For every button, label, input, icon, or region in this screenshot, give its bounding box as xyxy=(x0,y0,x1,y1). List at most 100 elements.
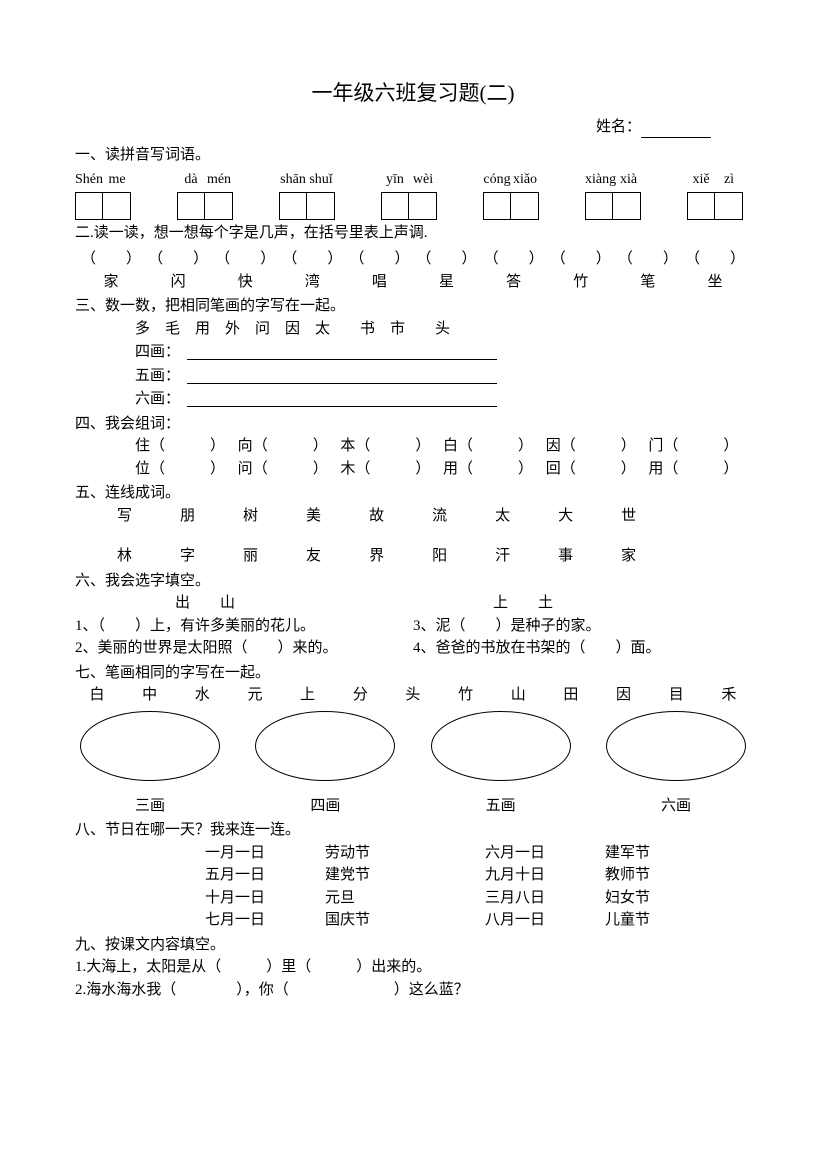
q8-item[interactable]: 儿童节 xyxy=(605,909,685,932)
q4-paren[interactable]: （ ） xyxy=(253,435,328,458)
tianzige-box[interactable] xyxy=(279,192,307,220)
q4-paren[interactable]: （ ） xyxy=(150,435,225,458)
pinyin-group: cóngxiǎo xyxy=(483,169,539,220)
q5-char[interactable]: 家 xyxy=(621,545,636,568)
name-blank[interactable] xyxy=(641,137,711,138)
q8-item[interactable]: 建党节 xyxy=(325,864,485,887)
q4-char: 回 xyxy=(546,458,561,481)
pinyin-group: Shénme xyxy=(75,169,131,220)
stroke-blank[interactable] xyxy=(187,391,497,407)
tianzige-box[interactable] xyxy=(483,192,511,220)
q5-heading: 五、连线成词。 xyxy=(75,482,751,505)
q4-paren[interactable]: （ ） xyxy=(561,435,636,458)
tone-paren[interactable]: （ ） xyxy=(417,248,477,271)
pinyin-label: dà xyxy=(177,169,205,192)
q7-char: 山 xyxy=(496,684,540,707)
q5-char[interactable]: 太 xyxy=(495,505,510,528)
tone-paren[interactable]: （ ） xyxy=(349,248,409,271)
stroke-ellipse[interactable] xyxy=(431,711,571,781)
q9-l1: 1.大海上，太阳是从（ ）里（ ）出来的。 xyxy=(75,956,751,979)
q9-heading: 九、按课文内容填空。 xyxy=(75,934,751,957)
q5-char[interactable]: 林 xyxy=(117,545,132,568)
q8-item[interactable]: 一月一日 xyxy=(205,842,325,865)
q7-char: 上 xyxy=(286,684,330,707)
tianzige-box[interactable] xyxy=(511,192,539,220)
q4-char: 本 xyxy=(340,435,355,458)
q8-item[interactable]: 五月一日 xyxy=(205,864,325,887)
q5-char[interactable]: 美 xyxy=(306,505,321,528)
q5-char[interactable]: 大 xyxy=(558,505,573,528)
tianzige-box[interactable] xyxy=(585,192,613,220)
q5-char[interactable]: 丽 xyxy=(243,545,258,568)
q8-item[interactable]: 国庆节 xyxy=(325,909,485,932)
stroke-ellipse[interactable] xyxy=(255,711,395,781)
q4-paren[interactable]: （ ） xyxy=(355,458,430,481)
q5-char[interactable]: 世 xyxy=(621,505,636,528)
q4-paren[interactable]: （ ） xyxy=(355,435,430,458)
q5-char[interactable]: 事 xyxy=(558,545,573,568)
stroke-blank[interactable] xyxy=(187,344,497,360)
stroke-ellipse[interactable] xyxy=(80,711,220,781)
q5-char[interactable]: 友 xyxy=(306,545,321,568)
q8-item[interactable]: 三月八日 xyxy=(485,887,605,910)
stroke-blank[interactable] xyxy=(187,368,497,384)
tianzige-box[interactable] xyxy=(687,192,715,220)
q4-char: 白 xyxy=(443,435,458,458)
q8-item[interactable]: 劳动节 xyxy=(325,842,485,865)
q4-paren[interactable]: （ ） xyxy=(253,458,328,481)
q5-char[interactable]: 朋 xyxy=(180,505,195,528)
tianzige-box[interactable] xyxy=(177,192,205,220)
q5-char[interactable]: 界 xyxy=(369,545,384,568)
tone-paren[interactable]: （ ） xyxy=(81,248,141,271)
stroke-ellipse[interactable] xyxy=(606,711,746,781)
q5-char[interactable]: 字 xyxy=(180,545,195,568)
q4-paren[interactable]: （ ） xyxy=(458,458,533,481)
q4-paren[interactable]: （ ） xyxy=(458,435,533,458)
q7-char: 分 xyxy=(338,684,382,707)
tianzige-box[interactable] xyxy=(409,192,437,220)
pinyin-label: Shén xyxy=(75,169,103,192)
q9: 九、按课文内容填空。 1.大海上，太阳是从（ ）里（ ）出来的。 2.海水海水我… xyxy=(75,934,751,1002)
q8-item[interactable]: 妇女节 xyxy=(605,887,685,910)
q8-item[interactable]: 教师节 xyxy=(605,864,685,887)
q7-char: 因 xyxy=(602,684,646,707)
q5-char[interactable]: 写 xyxy=(117,505,132,528)
q4-paren[interactable]: （ ） xyxy=(663,435,738,458)
tianzige-box[interactable] xyxy=(307,192,335,220)
q4-item: 问（ ） xyxy=(238,458,341,481)
q5-char[interactable]: 故 xyxy=(369,505,384,528)
q2-char: 家 xyxy=(81,271,141,294)
tianzige-box[interactable] xyxy=(613,192,641,220)
tianzige-box[interactable] xyxy=(205,192,233,220)
q8-item[interactable]: 元旦 xyxy=(325,887,485,910)
q5-char[interactable]: 树 xyxy=(243,505,258,528)
ellipse-label: 三画 xyxy=(75,795,225,818)
q5-char[interactable]: 阳 xyxy=(432,545,447,568)
q7-char: 田 xyxy=(549,684,593,707)
q8-item[interactable]: 六月一日 xyxy=(485,842,605,865)
q8-item[interactable]: 十月一日 xyxy=(205,887,325,910)
tone-paren[interactable]: （ ） xyxy=(215,248,275,271)
tone-paren[interactable]: （ ） xyxy=(618,248,678,271)
q6-l1: 1、（ ）上，有许多美丽的花儿。 xyxy=(75,615,413,638)
q4-paren[interactable]: （ ） xyxy=(663,458,738,481)
q2-char: 湾 xyxy=(282,271,342,294)
tianzige-box[interactable] xyxy=(75,192,103,220)
tianzige-box[interactable] xyxy=(103,192,131,220)
q5-char[interactable]: 汗 xyxy=(495,545,510,568)
tone-paren[interactable]: （ ） xyxy=(685,248,745,271)
q8-item[interactable]: 九月十日 xyxy=(485,864,605,887)
tianzige-box[interactable] xyxy=(381,192,409,220)
q4-paren[interactable]: （ ） xyxy=(561,458,636,481)
tone-paren[interactable]: （ ） xyxy=(551,248,611,271)
q4-paren[interactable]: （ ） xyxy=(150,458,225,481)
tone-paren[interactable]: （ ） xyxy=(282,248,342,271)
q8-item[interactable]: 建军节 xyxy=(605,842,685,865)
q8-item[interactable]: 八月一日 xyxy=(485,909,605,932)
tone-paren[interactable]: （ ） xyxy=(484,248,544,271)
q8-item[interactable]: 七月一日 xyxy=(205,909,325,932)
tianzige-box[interactable] xyxy=(715,192,743,220)
tone-paren[interactable]: （ ） xyxy=(148,248,208,271)
q4-item: 用（ ） xyxy=(648,458,751,481)
q5-char[interactable]: 流 xyxy=(432,505,447,528)
